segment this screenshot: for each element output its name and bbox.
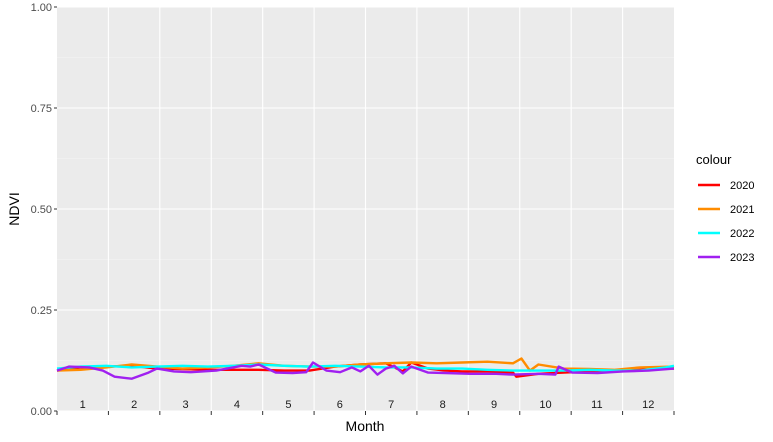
y-tick-label: 0.00	[31, 406, 52, 418]
legend-label: 2022	[730, 228, 754, 240]
month-label: 7	[388, 399, 394, 411]
grid-major	[57, 6, 674, 412]
legend-label: 2023	[730, 252, 754, 264]
y-axis-title: NDVI	[6, 192, 22, 225]
y-tick-label: 1.00	[31, 2, 52, 14]
x-axis-title: Month	[346, 418, 385, 434]
month-label: 9	[491, 399, 497, 411]
month-label: 2	[131, 399, 137, 411]
legend-label: 2021	[730, 204, 754, 216]
month-label: 6	[337, 399, 343, 411]
series-line-2023	[56, 361, 675, 380]
month-label: 12	[642, 399, 654, 411]
month-labels: 1 2 3 4 5 6 7 8 9 10 11 12	[80, 399, 655, 411]
y-axis: 0.00 0.25 0.50 0.75 1.00	[31, 2, 57, 418]
month-label: 10	[539, 399, 551, 411]
y-tick-label: 0.50	[31, 204, 52, 216]
series-lines	[56, 357, 675, 380]
month-label: 4	[234, 399, 240, 411]
month-label: 5	[285, 399, 291, 411]
month-label: 8	[440, 399, 446, 411]
month-label: 11	[591, 399, 602, 411]
legend: colour 2020 2021 2022 2023	[696, 152, 754, 264]
month-label: 1	[80, 399, 86, 411]
series-line-2022	[56, 363, 675, 372]
x-axis	[56, 411, 675, 415]
month-label: 3	[182, 399, 188, 411]
y-tick-label: 0.75	[31, 103, 52, 115]
legend-label: 2020	[730, 180, 754, 192]
legend-title: colour	[696, 152, 732, 167]
y-tick-label: 0.25	[31, 305, 52, 317]
